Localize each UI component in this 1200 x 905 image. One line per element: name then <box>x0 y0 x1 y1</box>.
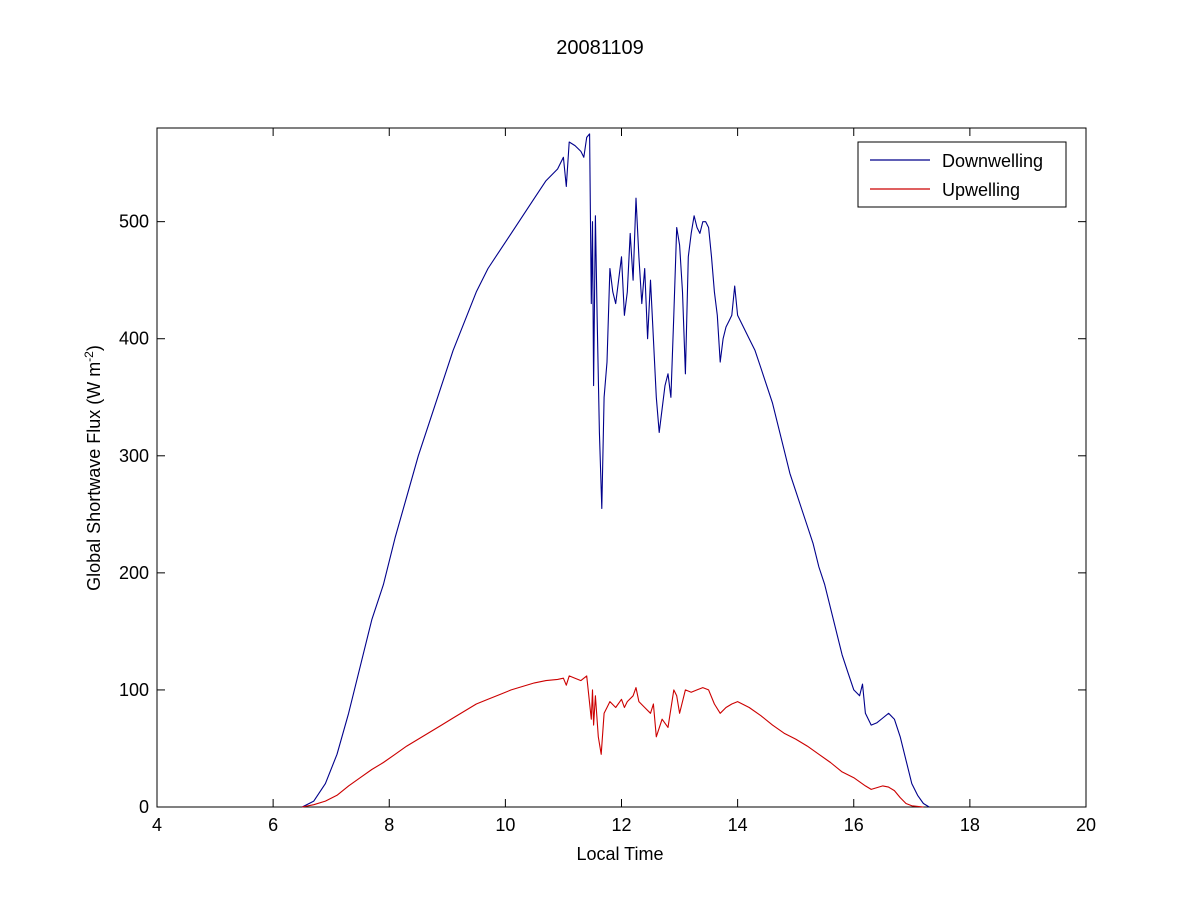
y-axis-ticks: 0 100 200 300 400 500 <box>119 212 1086 817</box>
x-axis-ticks: 4 6 8 10 12 14 16 18 20 <box>152 128 1096 835</box>
legend: Downwelling Upwelling <box>857 141 1067 208</box>
y-tick-label: 100 <box>119 680 149 700</box>
y-axis-label: Global Shortwave Flux (W m-2) <box>82 345 104 591</box>
plot-area-frame <box>156 127 1087 808</box>
y-tick-label: 200 <box>119 563 149 583</box>
x-tick-label: 10 <box>495 815 515 835</box>
x-tick-label: 14 <box>728 815 748 835</box>
x-tick-label: 4 <box>152 815 162 835</box>
legend-box <box>857 141 1067 208</box>
y-tick-label: 300 <box>119 446 149 466</box>
x-tick-label: 6 <box>268 815 278 835</box>
chart-title: 20081109 <box>556 37 644 59</box>
x-tick-label: 8 <box>384 815 394 835</box>
x-tick-label: 18 <box>960 815 980 835</box>
y-tick-label: 0 <box>139 797 149 817</box>
series-line-downwelling <box>301 133 930 808</box>
series-lines <box>301 133 930 808</box>
y-tick-label: 400 <box>119 329 149 349</box>
legend-label-upwelling: Upwelling <box>942 180 1020 200</box>
y-axis-label-close: ) <box>84 345 104 351</box>
x-tick-label: 20 <box>1076 815 1096 835</box>
y-axis-label-superscript: -2 <box>82 351 96 362</box>
y-axis-label-main: Global Shortwave Flux (W m <box>84 362 104 591</box>
x-axis-label: Local Time <box>576 844 663 864</box>
y-tick-label: 500 <box>119 212 149 232</box>
legend-label-downwelling: Downwelling <box>942 151 1043 171</box>
x-tick-label: 12 <box>611 815 631 835</box>
x-tick-label: 16 <box>844 815 864 835</box>
series-line-upwelling <box>302 675 924 808</box>
